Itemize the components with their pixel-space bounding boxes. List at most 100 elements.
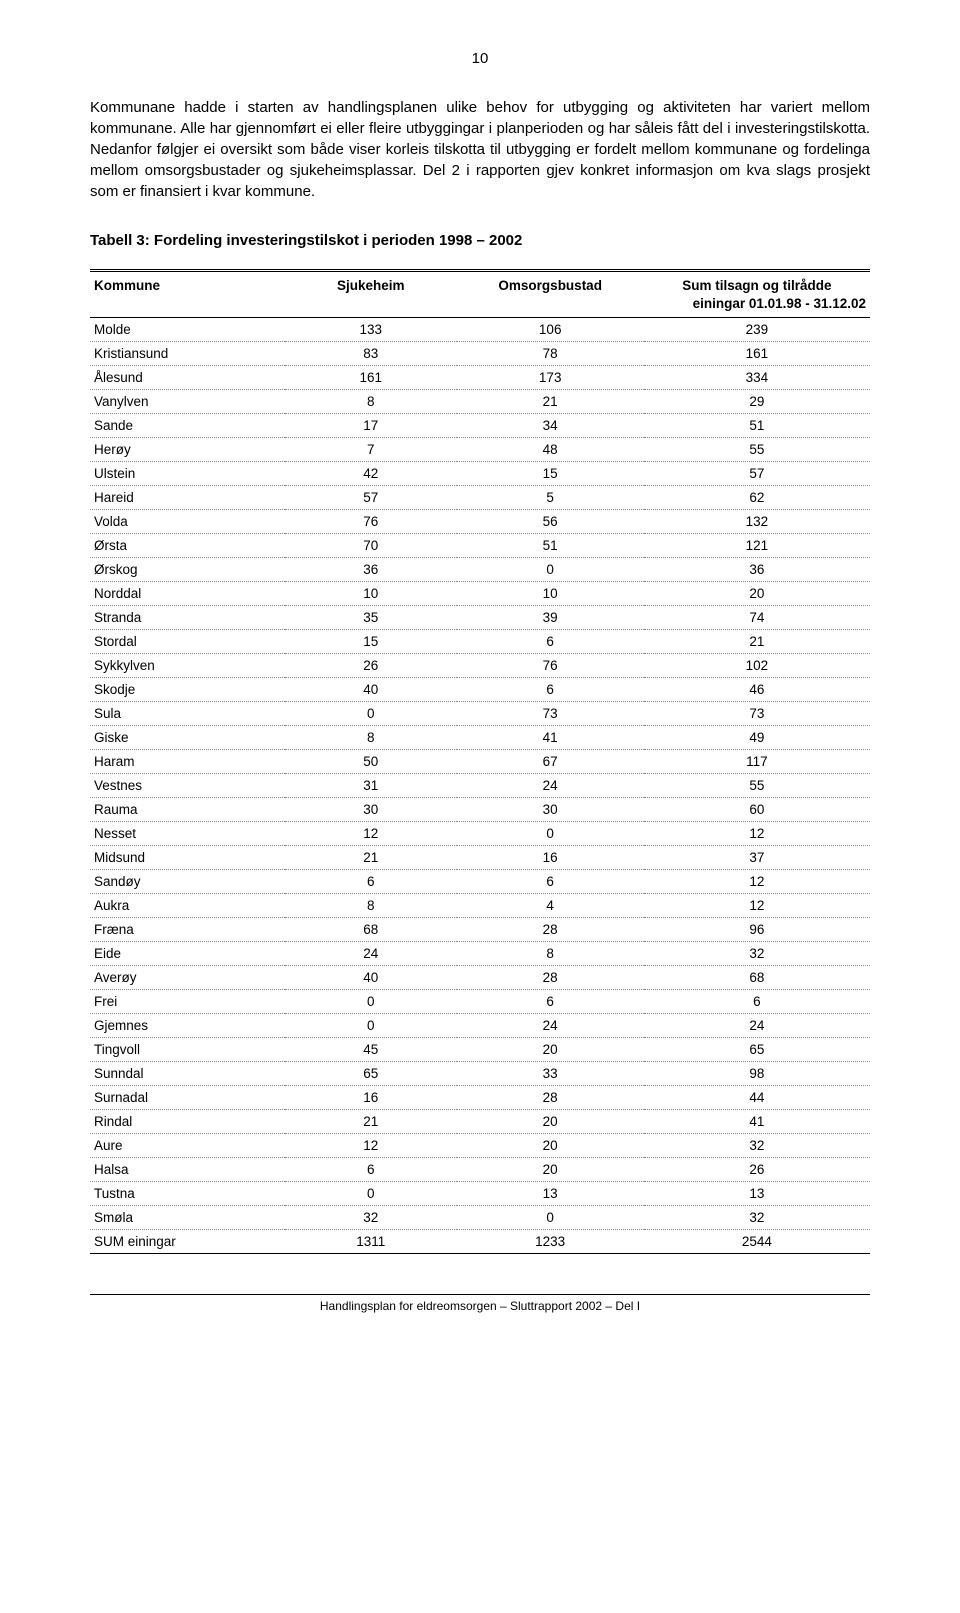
intro-paragraph: Kommunane hadde i starten av handlingspl…: [90, 97, 870, 202]
table-cell: Averøy: [90, 966, 285, 990]
table-row: Ulstein421557: [90, 462, 870, 486]
table-title: Tabell 3: Fordeling investeringstilskot …: [90, 232, 870, 249]
table-cell: 173: [457, 366, 644, 390]
table-cell: 55: [644, 438, 870, 462]
table-cell: Aukra: [90, 894, 285, 918]
table-cell: 13: [644, 1182, 870, 1206]
table-cell: Herøy: [90, 438, 285, 462]
table-cell: 46: [644, 678, 870, 702]
table-cell: 48: [457, 438, 644, 462]
page-footer: Handlingsplan for eldreomsorgen – Sluttr…: [90, 1294, 870, 1313]
table-cell: 24: [457, 774, 644, 798]
table-row: Nesset12012: [90, 822, 870, 846]
table-cell: 41: [644, 1110, 870, 1134]
table-cell: 28: [457, 966, 644, 990]
table-cell: 31: [285, 774, 457, 798]
table-cell: 133: [285, 318, 457, 342]
table-cell: Hareid: [90, 486, 285, 510]
table-row: Vestnes312455: [90, 774, 870, 798]
table-cell: Nesset: [90, 822, 285, 846]
table-cell: 40: [285, 678, 457, 702]
table-row: Sandøy6612: [90, 870, 870, 894]
table-cell: 20: [457, 1158, 644, 1182]
table-cell: 6: [285, 1158, 457, 1182]
table-row: Fræna682896: [90, 918, 870, 942]
table-row: Eide24832: [90, 942, 870, 966]
table-row: Halsa62026: [90, 1158, 870, 1182]
table-cell: 73: [457, 702, 644, 726]
table-row: Ørsta7051121: [90, 534, 870, 558]
table-cell: 21: [285, 1110, 457, 1134]
table-cell: 161: [644, 342, 870, 366]
table-cell: 24: [285, 942, 457, 966]
col-sjukeheim: Sjukeheim: [285, 271, 457, 297]
table-cell: 7: [285, 438, 457, 462]
table-cell: SUM einingar: [90, 1230, 285, 1254]
table-cell: Surnadal: [90, 1086, 285, 1110]
table-body: Molde133106239Kristiansund8378161Ålesund…: [90, 318, 870, 1254]
table-cell: 62: [644, 486, 870, 510]
table-cell: 51: [644, 414, 870, 438]
table-cell: 4: [457, 894, 644, 918]
table-cell: 73: [644, 702, 870, 726]
table-subheader-row: einingar 01.01.98 - 31.12.02: [90, 296, 870, 318]
table-cell: Rauma: [90, 798, 285, 822]
table-cell: 44: [644, 1086, 870, 1110]
page-container: 10 Kommunane hadde i starten av handling…: [0, 0, 960, 1353]
table-row: Skodje40646: [90, 678, 870, 702]
table-cell: Sykkylven: [90, 654, 285, 678]
table-row: Stordal15621: [90, 630, 870, 654]
table-cell: 0: [285, 1182, 457, 1206]
table-cell: 17: [285, 414, 457, 438]
table-cell: 56: [457, 510, 644, 534]
table-cell: 57: [644, 462, 870, 486]
table-cell: 6: [457, 870, 644, 894]
table-cell: Gjemnes: [90, 1014, 285, 1038]
table-cell: Haram: [90, 750, 285, 774]
table-cell: 6: [457, 630, 644, 654]
table-row: Gjemnes02424: [90, 1014, 870, 1038]
table-row: Smøla32032: [90, 1206, 870, 1230]
table-cell: 12: [285, 822, 457, 846]
table-cell: 12: [644, 894, 870, 918]
table-row: Aure122032: [90, 1134, 870, 1158]
table-cell: 0: [457, 558, 644, 582]
table-cell: Ulstein: [90, 462, 285, 486]
table-cell: Ålesund: [90, 366, 285, 390]
table-cell: 32: [644, 942, 870, 966]
table-cell: 106: [457, 318, 644, 342]
table-cell: 32: [644, 1206, 870, 1230]
table-cell: Kristiansund: [90, 342, 285, 366]
table-cell: 74: [644, 606, 870, 630]
table-cell: 57: [285, 486, 457, 510]
table-cell: 28: [457, 918, 644, 942]
table-cell: 83: [285, 342, 457, 366]
footer-line: [90, 1294, 870, 1295]
table-row: Volda7656132: [90, 510, 870, 534]
table-cell: 55: [644, 774, 870, 798]
col-sum: Sum tilsagn og tilrådde: [644, 271, 870, 297]
table-cell: 34: [457, 414, 644, 438]
table-cell: 20: [457, 1134, 644, 1158]
table-cell: Sande: [90, 414, 285, 438]
table-cell: 21: [285, 846, 457, 870]
table-cell: 20: [644, 582, 870, 606]
table-cell: 1233: [457, 1230, 644, 1254]
table-cell: 76: [285, 510, 457, 534]
table-cell: Ørskog: [90, 558, 285, 582]
table-row: Frei066: [90, 990, 870, 1014]
table-cell: 30: [285, 798, 457, 822]
table-cell: 67: [457, 750, 644, 774]
table-row: Ørskog36036: [90, 558, 870, 582]
table-row: Vanylven82129: [90, 390, 870, 414]
table-row: Sande173451: [90, 414, 870, 438]
col-sum-sub: einingar 01.01.98 - 31.12.02: [90, 296, 870, 318]
table-cell: Sunndal: [90, 1062, 285, 1086]
table-cell: 51: [457, 534, 644, 558]
table-cell: 16: [285, 1086, 457, 1110]
data-table: Kommune Sjukeheim Omsorgsbustad Sum tils…: [90, 269, 870, 1254]
table-cell: Rindal: [90, 1110, 285, 1134]
table-cell: Aure: [90, 1134, 285, 1158]
table-cell: 26: [644, 1158, 870, 1182]
table-cell: 42: [285, 462, 457, 486]
